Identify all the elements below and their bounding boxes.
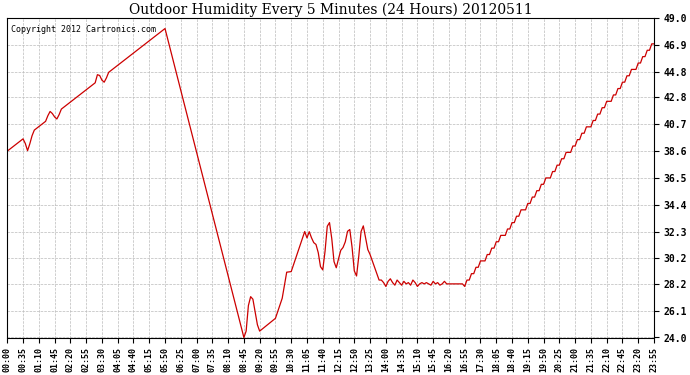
Text: Copyright 2012 Cartronics.com: Copyright 2012 Cartronics.com — [10, 25, 155, 34]
Title: Outdoor Humidity Every 5 Minutes (24 Hours) 20120511: Outdoor Humidity Every 5 Minutes (24 Hou… — [129, 3, 533, 17]
